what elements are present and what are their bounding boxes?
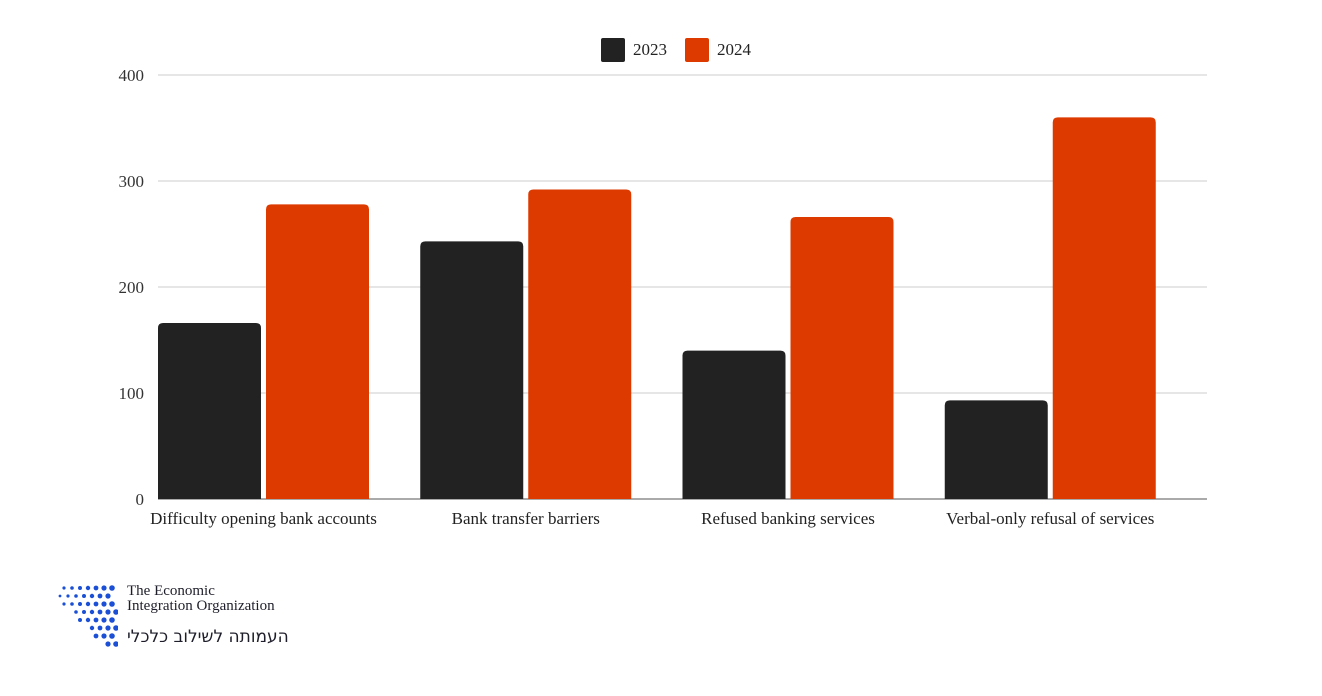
x-category-label: Bank transfer barriers <box>452 509 600 528</box>
legend-label-2024: 2024 <box>717 40 751 59</box>
bar-2024-1 <box>266 204 369 499</box>
logo-dot <box>101 601 107 607</box>
y-tick-label: 0 <box>136 490 145 509</box>
logo-dot <box>93 617 99 623</box>
logo-dot <box>101 585 107 591</box>
logo-dot <box>78 618 82 622</box>
logo-dot <box>82 594 86 598</box>
bar-2024-4 <box>1052 117 1156 500</box>
chart-legend: 2023 2024 <box>601 38 751 62</box>
y-tick-label: 100 <box>119 384 145 403</box>
logo-dot <box>93 601 99 607</box>
logo-dot <box>105 625 111 631</box>
logo-dot <box>93 633 99 639</box>
logo-dot <box>109 633 115 639</box>
logo-dot <box>85 585 91 591</box>
logo-dot <box>85 617 91 623</box>
logo-dot <box>89 625 95 631</box>
legend-label-2023: 2023 <box>633 40 667 59</box>
bars <box>158 117 1156 500</box>
logo-dot <box>105 641 111 647</box>
logo-dot <box>109 617 115 623</box>
logo-dot <box>78 602 82 606</box>
logo-dot <box>109 601 115 607</box>
logo-dot <box>62 586 66 590</box>
logo-dot <box>89 593 95 599</box>
y-tick-label: 200 <box>119 278 145 297</box>
logo-dot <box>97 625 103 631</box>
logo-dot <box>58 594 62 598</box>
logo-line-2: Integration Organization <box>127 598 275 614</box>
logo-hebrew-name: העמותה לשילוב כלכלי <box>127 627 289 647</box>
logo-dot <box>113 609 118 615</box>
legend-item-2023: 2023 <box>601 38 667 62</box>
logo-dot <box>101 633 107 639</box>
logo-dot <box>113 625 118 631</box>
logo-dot <box>105 609 111 615</box>
logo-dot <box>62 602 66 606</box>
bar-2024-3 <box>790 217 894 500</box>
logo-dot <box>85 601 91 607</box>
x-category-label: Verbal-only refusal of services <box>946 509 1154 528</box>
logo-dot <box>78 586 82 590</box>
logo-dot <box>74 610 78 614</box>
bar-2023-1 <box>158 323 261 499</box>
legend-swatch-2023 <box>601 38 625 62</box>
y-tick-label: 400 <box>119 66 145 85</box>
legend-item-2024: 2024 <box>685 38 751 62</box>
logo-dot <box>66 594 70 598</box>
organization-logo: The Economic Integration Organization הע… <box>52 583 332 653</box>
y-tick-label: 300 <box>119 172 145 191</box>
dots-logo-icon <box>58 585 118 647</box>
x-category-label: Difficulty opening bank accounts <box>150 509 377 528</box>
logo-dot <box>113 641 118 647</box>
bar-2023-4 <box>944 400 1048 499</box>
y-axis-ticks: 0 100 200 300 400 <box>119 66 145 509</box>
logo-line-1: The Economic <box>127 583 215 599</box>
logo-dot <box>70 602 74 606</box>
logo-dot <box>105 593 111 599</box>
logo-dot <box>109 585 115 591</box>
logo-english-name: The Economic Integration Organization <box>127 584 275 614</box>
logo-dot <box>93 585 99 591</box>
legend-swatch-2024 <box>685 38 709 62</box>
x-axis-labels: Difficulty opening bank accounts Bank tra… <box>150 509 1154 528</box>
logo-dot <box>74 594 78 598</box>
logo-dot <box>97 609 103 615</box>
logo-dot <box>82 610 86 614</box>
logo-dot <box>97 593 103 599</box>
bar-2023-2 <box>420 241 524 500</box>
bar-chart: 0 100 200 300 400 Difficulty opening bank ac… <box>119 66 1207 528</box>
bar-2023-3 <box>682 350 786 499</box>
x-category-label: Refused banking services <box>701 509 875 528</box>
logo-dot <box>70 586 74 590</box>
logo-dot <box>101 617 107 623</box>
bar-2024-2 <box>528 189 632 500</box>
logo-dot <box>89 609 95 615</box>
